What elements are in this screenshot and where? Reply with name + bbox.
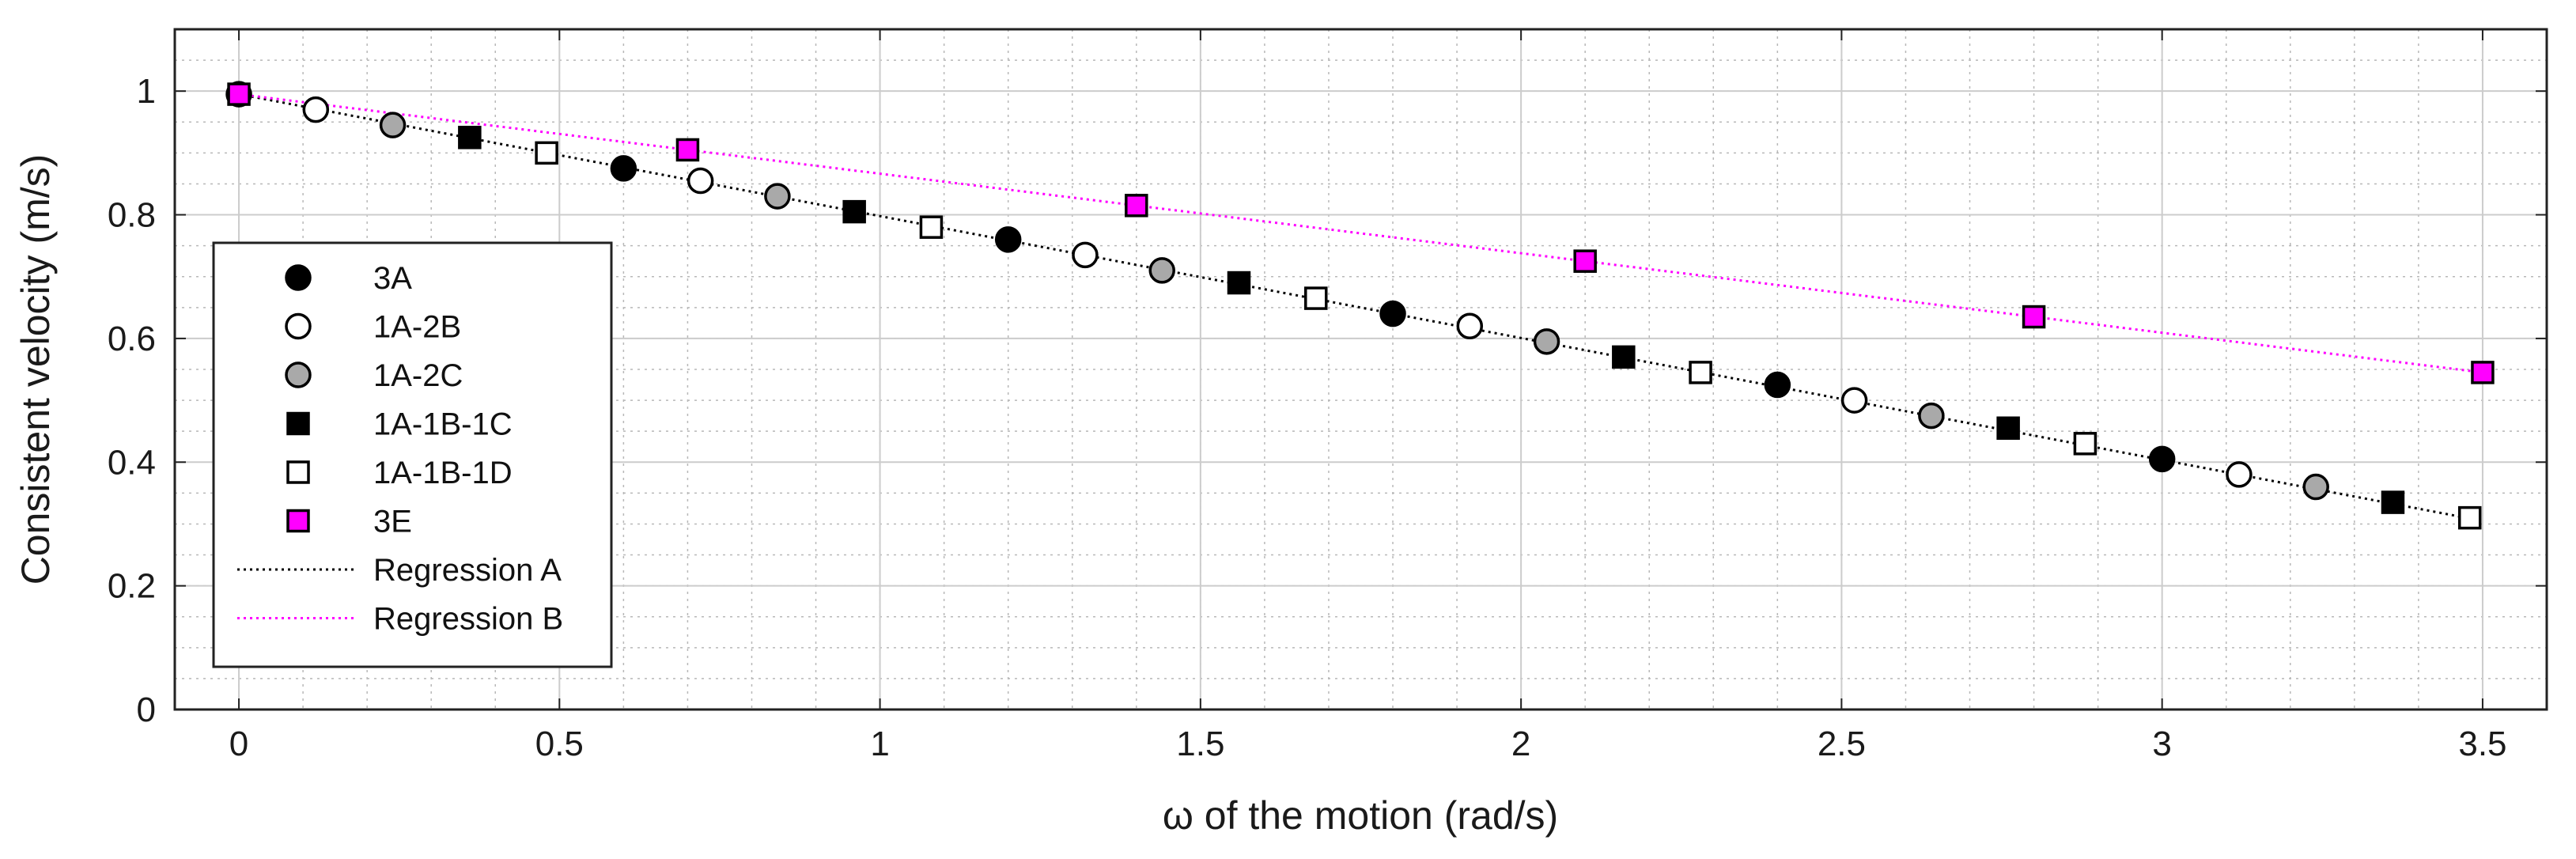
legend-symbol-1a-1b-1d xyxy=(286,460,310,484)
point-3a xyxy=(994,226,1022,253)
y-axis-ticks: 0 0.2 0.4 0.6 0.8 1 xyxy=(108,72,2547,729)
point-1a-2c xyxy=(2302,473,2329,501)
x-tick-label: 1 xyxy=(870,725,889,763)
point-1a-1b-1c xyxy=(2381,490,2405,514)
x-tick-label: 0 xyxy=(229,725,248,763)
point-1a-2c xyxy=(1918,402,1945,430)
legend-symbol-3a xyxy=(285,264,312,291)
x-tick-label: 0.5 xyxy=(535,725,584,763)
point-3e xyxy=(2471,361,2495,384)
y-axis-label: Consistent velocity (m/s) xyxy=(13,154,58,585)
point-1a-1b-1c xyxy=(1612,345,1636,369)
point-3a xyxy=(1379,300,1406,327)
point-3e xyxy=(675,138,700,162)
point-1a-2b xyxy=(1840,387,1868,414)
legend-symbol-3e xyxy=(286,509,310,533)
point-1a-2c xyxy=(764,183,791,210)
point-1a-2b xyxy=(302,96,330,123)
point-1a-1b-1c xyxy=(842,199,866,224)
legend: 3A 1A-2B 1A-2C 1A-1B-1C 1A-1B-1D 3E Regression… xyxy=(212,241,613,668)
legend-label-3e: 3E xyxy=(373,505,412,539)
y-tick-label: 1 xyxy=(137,72,156,111)
point-1a-1b-1d xyxy=(1304,286,1328,310)
x-tick-label: 3.5 xyxy=(2458,725,2506,763)
legend-label-1a-1b-1d: 1A-1B-1D xyxy=(373,456,513,490)
point-3e xyxy=(2022,305,2046,329)
x-tick-label: 2 xyxy=(1511,725,1530,763)
point-1a-1b-1d xyxy=(535,141,558,165)
point-1a-2c xyxy=(1533,328,1560,355)
legend-label-1a-2c: 1A-2C xyxy=(373,358,463,393)
y-tick-label: 0.2 xyxy=(108,567,156,606)
point-1a-1b-1c xyxy=(1227,271,1251,295)
legend-symbol-1a-2c xyxy=(285,361,312,388)
legend-label-regression-b: Regression B xyxy=(373,602,563,637)
y-tick-label: 0 xyxy=(137,691,156,729)
y-tick-label: 0.6 xyxy=(108,320,156,358)
point-1a-1b-1c xyxy=(458,126,482,149)
point-3a xyxy=(2148,445,2176,473)
point-1a-2b xyxy=(2226,461,2253,488)
legend-box xyxy=(212,241,613,668)
legend-symbol-1a-2b xyxy=(285,312,312,340)
point-1a-1b-1d xyxy=(2073,432,2097,456)
x-tick-label: 1.5 xyxy=(1176,725,1224,763)
point-3a xyxy=(1764,371,1791,399)
legend-label-3a: 3A xyxy=(373,261,412,296)
x-tick-label: 2.5 xyxy=(1818,725,1866,763)
y-tick-label: 0.8 xyxy=(108,196,156,235)
plot-frame xyxy=(173,28,2548,711)
point-1a-1b-1c xyxy=(1996,416,2020,441)
point-1a-2b xyxy=(1456,312,1484,340)
point-1a-1b-1d xyxy=(2457,505,2482,530)
x-axis-ticks: 0 0.5 1 1.5 2 2.5 3 3.5 xyxy=(229,29,2507,763)
legend-label-regression-a: Regression A xyxy=(373,553,562,588)
point-3e xyxy=(227,82,251,106)
point-1a-2c xyxy=(379,112,407,138)
point-3a xyxy=(610,155,637,182)
point-1a-2b xyxy=(1072,241,1099,269)
legend-label-1a-1b-1c: 1A-1B-1C xyxy=(373,407,513,442)
x-tick-label: 3 xyxy=(2152,725,2171,763)
point-1a-2b xyxy=(687,167,714,195)
data-markers xyxy=(225,81,2495,530)
x-axis-label: ω of the motion (rad/s) xyxy=(1163,793,1558,838)
point-1a-2c xyxy=(1148,257,1175,284)
point-3e xyxy=(1573,249,1597,273)
point-1a-1b-1d xyxy=(919,215,944,239)
legend-label-1a-2b: 1A-2B xyxy=(373,310,461,345)
y-tick-label: 0.4 xyxy=(108,443,156,482)
point-1a-1b-1d xyxy=(1689,361,1712,384)
point-3e xyxy=(1125,194,1148,218)
legend-symbol-1a-1b-1c xyxy=(286,411,310,436)
